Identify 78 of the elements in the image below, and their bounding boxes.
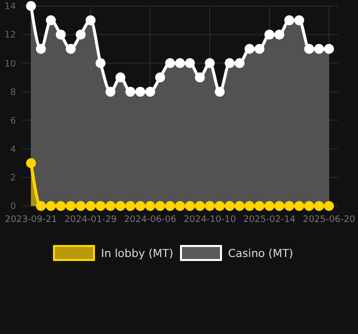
point: [96, 58, 106, 68]
point: [105, 86, 116, 97]
x-tick-label: 2025-06-20: [302, 215, 356, 225]
point: [254, 44, 264, 54]
point: [36, 201, 46, 211]
x-tick-label: 2024-06-06: [124, 215, 177, 225]
point: [254, 201, 264, 211]
point: [184, 201, 195, 211]
point: [125, 201, 136, 211]
point: [314, 201, 324, 211]
point: [284, 201, 294, 211]
point: [46, 201, 56, 211]
y-tick-label: 2: [10, 174, 16, 184]
y-tick-label: 0: [10, 202, 16, 212]
point: [125, 86, 136, 97]
point: [56, 30, 66, 40]
point: [314, 44, 324, 54]
point: [155, 72, 166, 82]
point: [194, 201, 205, 211]
point: [26, 1, 36, 11]
x-tick-label: 2024-01-29: [64, 215, 118, 225]
legend-label: In lobby (MT): [101, 246, 174, 260]
point: [145, 201, 156, 211]
point: [234, 201, 245, 211]
point: [214, 201, 225, 211]
x-tick-label: 2024-10-10: [184, 215, 236, 225]
point: [244, 44, 255, 54]
point: [66, 201, 76, 211]
point: [284, 15, 294, 26]
y-tick-label: 10: [4, 59, 16, 70]
point: [175, 201, 185, 211]
point: [204, 201, 215, 211]
point: [115, 72, 126, 82]
point: [26, 158, 36, 168]
point: [214, 86, 225, 97]
y-tick-label: 6: [10, 116, 16, 126]
y-tick-label: 12: [4, 30, 16, 41]
point: [274, 30, 284, 40]
point: [304, 201, 314, 211]
point: [86, 15, 96, 26]
point: [324, 201, 334, 211]
point: [294, 201, 304, 211]
point: [105, 201, 116, 211]
point: [115, 201, 126, 211]
point: [155, 201, 166, 211]
point: [184, 58, 195, 68]
point: [145, 86, 156, 97]
point: [135, 201, 146, 211]
point: [56, 201, 66, 211]
point: [274, 201, 284, 211]
y-tick-label: 8: [10, 88, 16, 98]
point: [165, 201, 176, 211]
point: [264, 30, 274, 40]
point: [294, 15, 304, 26]
point: [96, 201, 106, 211]
point: [165, 58, 176, 68]
point: [264, 201, 274, 211]
point: [175, 58, 185, 68]
point: [324, 44, 334, 54]
legend-label: Casino (MT): [228, 246, 294, 260]
point: [66, 44, 76, 54]
point: [224, 58, 235, 68]
point: [86, 201, 96, 211]
point: [76, 201, 86, 211]
point: [224, 201, 235, 211]
point: [76, 30, 86, 40]
point: [244, 201, 255, 211]
point: [46, 15, 56, 26]
point: [194, 72, 205, 82]
x-tick-label: 2025-02-14: [243, 215, 296, 225]
point: [36, 44, 46, 54]
point: [234, 58, 245, 68]
point: [135, 86, 146, 97]
x-tick-label: 2023-09-21: [4, 215, 58, 225]
y-tick-label: 14: [4, 2, 16, 12]
point: [204, 58, 215, 68]
point: [304, 44, 314, 54]
y-tick-label: 4: [10, 145, 16, 156]
